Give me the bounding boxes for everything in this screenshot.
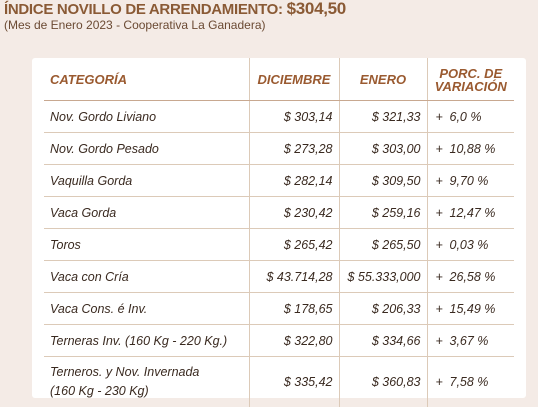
variacion-sign: + <box>436 375 450 389</box>
table-row: Vaquilla Gorda $ 282,14 $ 309,50 +9,70 % <box>44 165 514 197</box>
title-prefix: ÍNDICE NOVILLO DE ARRENDAMIENTO: <box>4 1 287 18</box>
cell-enero: $ 321,33 <box>339 101 427 133</box>
variacion-sign: + <box>436 270 450 284</box>
variacion-value: 26,58 % <box>450 270 496 284</box>
header-enero: ENERO <box>339 58 427 101</box>
categoria-line2: (160 Kg - 230 Kg) <box>50 384 149 398</box>
variacion-value: 10,88 % <box>450 142 496 156</box>
cell-enero: $ 259,16 <box>339 197 427 229</box>
variacion-sign: + <box>436 302 450 316</box>
cell-enero: $ 309,50 <box>339 165 427 197</box>
variacion-sign: + <box>436 206 450 220</box>
variacion-sign: + <box>436 334 450 348</box>
table-row: Vaca con Cría $ 43.714,28 $ 55.333,000 +… <box>44 261 514 293</box>
cell-variacion: +6,0 % <box>427 101 514 133</box>
cell-categoria: Toros <box>44 229 249 261</box>
cell-categoria: Vaca con Cría <box>44 261 249 293</box>
cell-enero: $ 206,33 <box>339 293 427 325</box>
cell-diciembre: $ 230,42 <box>249 197 339 229</box>
variacion-sign: + <box>436 174 450 188</box>
cell-enero: $ 360,83 <box>339 357 427 407</box>
table-row: Terneras Inv. (160 Kg - 220 Kg.) $ 322,8… <box>44 325 514 357</box>
variacion-value: 3,67 % <box>450 334 489 348</box>
table-row: Vaca Cons. é Inv. $ 178,65 $ 206,33 +15,… <box>44 293 514 325</box>
cell-variacion: +26,58 % <box>427 261 514 293</box>
cell-diciembre: $ 265,42 <box>249 229 339 261</box>
variacion-value: 6,0 % <box>450 110 482 124</box>
categoria-line1: Terneros. y Nov. Invernada <box>50 365 199 379</box>
cell-variacion: +15,49 % <box>427 293 514 325</box>
table-row: Nov. Gordo Liviano $ 303,14 $ 321,33 +6,… <box>44 101 514 133</box>
cell-variacion: +10,88 % <box>427 133 514 165</box>
page-header: ÍNDICE NOVILLO DE ARRENDAMIENTO: $304,50… <box>4 0 346 32</box>
cell-diciembre: $ 178,65 <box>249 293 339 325</box>
table-row: Nov. Gordo Pesado $ 273,28 $ 303,00 +10,… <box>44 133 514 165</box>
table-row: Toros $ 265,42 $ 265,50 +0,03 % <box>44 229 514 261</box>
table-row: Vaca Gorda $ 230,42 $ 259,16 +12,47 % <box>44 197 514 229</box>
variacion-sign: + <box>436 238 450 252</box>
cell-categoria: Terneros. y Nov. Invernada (160 Kg - 230 … <box>44 357 249 407</box>
cell-categoria: Vaquilla Gorda <box>44 165 249 197</box>
cell-categoria: Vaca Gorda <box>44 197 249 229</box>
header-diciembre: DICIEMBRE <box>249 58 339 101</box>
variacion-sign: + <box>436 142 450 156</box>
variacion-value: 9,70 % <box>450 174 489 188</box>
cell-variacion: +9,70 % <box>427 165 514 197</box>
cell-categoria: Nov. Gordo Liviano <box>44 101 249 133</box>
title-amount: $304,50 <box>287 0 346 18</box>
cell-diciembre: $ 303,14 <box>249 101 339 133</box>
variacion-value: 12,47 % <box>450 206 496 220</box>
cell-enero: $ 334,66 <box>339 325 427 357</box>
cell-variacion: +12,47 % <box>427 197 514 229</box>
cell-diciembre: $ 273,28 <box>249 133 339 165</box>
cell-categoria: Nov. Gordo Pesado <box>44 133 249 165</box>
variacion-value: 0,03 % <box>450 238 489 252</box>
table-row: Terneros. y Nov. Invernada (160 Kg - 230 … <box>44 357 514 407</box>
header-variacion-line2: VARIACIÓN <box>435 79 507 94</box>
cell-enero: $ 265,50 <box>339 229 427 261</box>
variacion-value: 15,49 % <box>450 302 496 316</box>
cell-variacion: +0,03 % <box>427 229 514 261</box>
variacion-value: 7,58 % <box>450 375 489 389</box>
page-title: ÍNDICE NOVILLO DE ARRENDAMIENTO: $304,50 <box>4 0 346 18</box>
cell-variacion: +3,67 % <box>427 325 514 357</box>
cell-diciembre: $ 43.714,28 <box>249 261 339 293</box>
cell-enero: $ 55.333,000 <box>339 261 427 293</box>
cell-diciembre: $ 335,42 <box>249 357 339 407</box>
header-categoria: CATEGORÍA <box>44 58 249 101</box>
cell-diciembre: $ 282,14 <box>249 165 339 197</box>
cell-diciembre: $ 322,80 <box>249 325 339 357</box>
cell-variacion: +7,58 % <box>427 357 514 407</box>
cell-categoria: Terneras Inv. (160 Kg - 220 Kg.) <box>44 325 249 357</box>
page-subtitle: (Mes de Enero 2023 - Cooperativa La Gana… <box>4 18 346 32</box>
cell-categoria: Vaca Cons. é Inv. <box>44 293 249 325</box>
variacion-sign: + <box>436 110 450 124</box>
cell-enero: $ 303,00 <box>339 133 427 165</box>
